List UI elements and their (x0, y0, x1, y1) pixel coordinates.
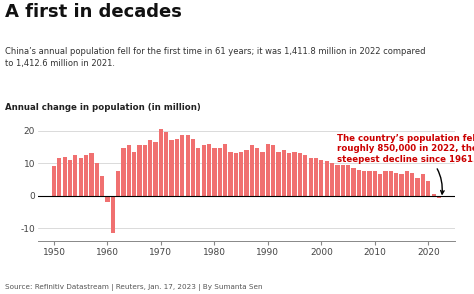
Bar (143, 145, 147, 196)
Bar (63, 157, 67, 196)
Bar (389, 171, 393, 196)
Bar (89, 153, 93, 196)
Bar (170, 140, 174, 196)
Bar (292, 152, 297, 196)
Bar (282, 150, 286, 196)
Bar (110, 196, 115, 233)
Bar (180, 136, 184, 196)
Text: The country’s population fell by
roughly 850,000 in 2022, the
steepest decline s: The country’s population fell by roughly… (337, 134, 474, 194)
Bar (431, 194, 436, 196)
Bar (400, 174, 404, 196)
Bar (330, 163, 334, 196)
Bar (325, 161, 329, 196)
Bar (121, 148, 126, 196)
Bar (378, 174, 383, 196)
Bar (105, 196, 109, 202)
Bar (405, 171, 409, 196)
Bar (234, 153, 238, 196)
Bar (367, 171, 372, 196)
Text: China’s annual population fell for the first time in 61 years; it was 1,411.8 mi: China’s annual population fell for the f… (5, 47, 425, 68)
Bar (335, 165, 339, 196)
Bar (373, 171, 377, 196)
Bar (164, 132, 168, 196)
Bar (287, 153, 292, 196)
Bar (346, 165, 350, 196)
Bar (79, 158, 83, 196)
Text: A first in decades: A first in decades (5, 3, 182, 21)
Bar (250, 145, 254, 196)
Bar (148, 140, 152, 196)
Text: Source: Refinitiv Datastream | Reuters, Jan. 17, 2023 | By Sumanta Sen: Source: Refinitiv Datastream | Reuters, … (5, 284, 262, 291)
Bar (421, 174, 425, 196)
Bar (276, 152, 281, 196)
Bar (185, 136, 190, 196)
Bar (228, 152, 233, 196)
Bar (68, 160, 72, 196)
Bar (57, 158, 62, 196)
Bar (255, 148, 259, 196)
Bar (410, 173, 414, 196)
Bar (159, 129, 163, 196)
Bar (351, 168, 356, 196)
Bar (95, 163, 99, 196)
Bar (266, 143, 270, 196)
Bar (223, 143, 227, 196)
Bar (319, 160, 323, 196)
Bar (196, 148, 201, 196)
Bar (191, 139, 195, 196)
Bar (84, 155, 88, 196)
Bar (394, 173, 398, 196)
Bar (218, 148, 222, 196)
Text: Annual change in population (in million): Annual change in population (in million) (5, 103, 201, 112)
Bar (426, 181, 430, 196)
Bar (356, 170, 361, 196)
Bar (314, 158, 318, 196)
Bar (416, 178, 420, 196)
Bar (116, 171, 120, 196)
Bar (303, 155, 308, 196)
Bar (100, 176, 104, 196)
Bar (383, 171, 388, 196)
Bar (132, 152, 137, 196)
Bar (260, 152, 264, 196)
Bar (73, 155, 77, 196)
Bar (212, 148, 217, 196)
Bar (298, 153, 302, 196)
Bar (154, 142, 158, 196)
Bar (52, 166, 56, 196)
Bar (175, 139, 179, 196)
Bar (309, 158, 313, 196)
Bar (271, 145, 275, 196)
Bar (244, 150, 249, 196)
Bar (201, 145, 206, 196)
Bar (341, 165, 345, 196)
Bar (127, 145, 131, 196)
Bar (207, 143, 211, 196)
Bar (137, 145, 142, 196)
Bar (362, 171, 366, 196)
Bar (437, 196, 441, 198)
Bar (239, 152, 243, 196)
